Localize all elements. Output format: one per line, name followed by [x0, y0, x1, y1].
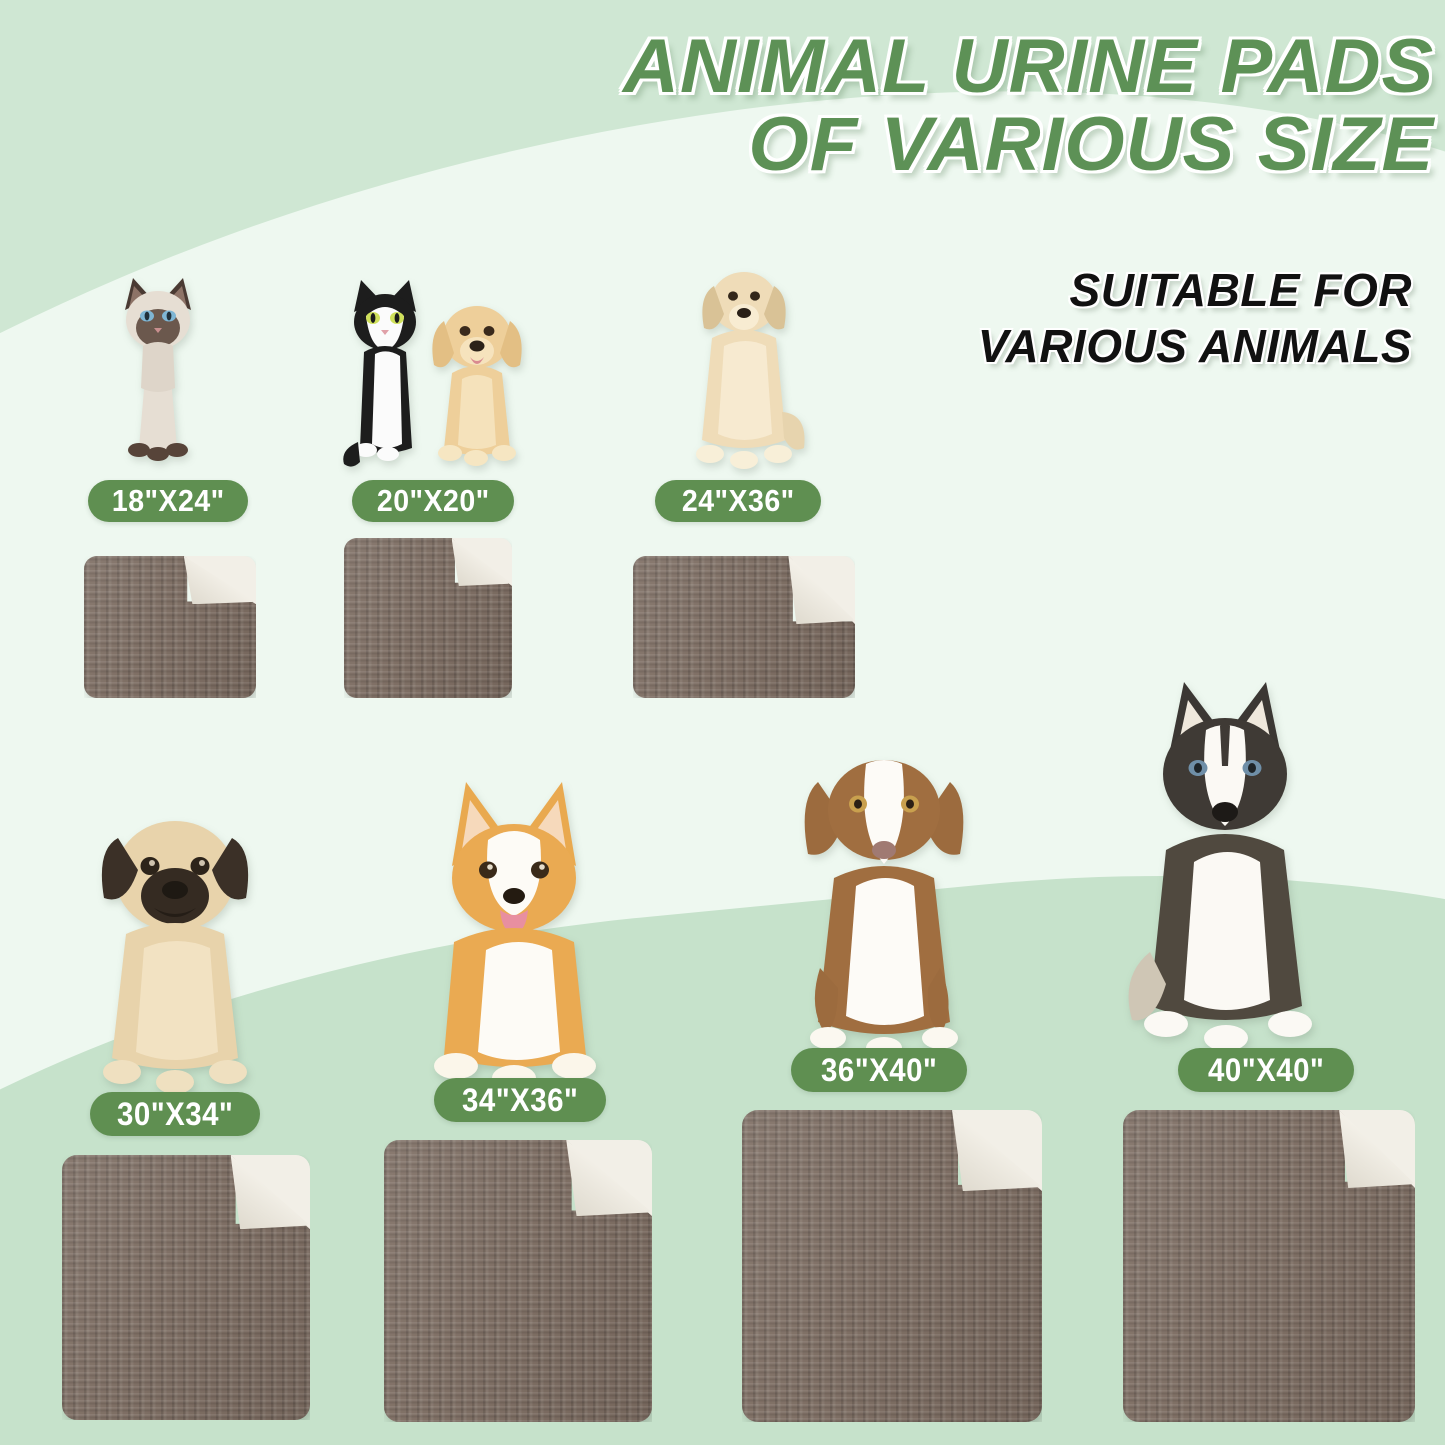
size-badge-36x40-label: 36"X40" — [820, 1051, 938, 1088]
title-line-2: OF VARIOUS SIZE — [748, 102, 1435, 187]
size-badge-18x24-label: 18"X24" — [111, 483, 225, 518]
pad-24x36 — [633, 556, 855, 698]
animal-siamese-cat — [103, 268, 213, 468]
animal-corgi — [400, 774, 628, 1102]
pad-40x40 — [1123, 1110, 1415, 1422]
pad-18x24 — [84, 556, 256, 698]
subtitle-line-2: VARIOUS ANIMALS — [977, 320, 1412, 372]
animal-labrador-puppy — [418, 293, 536, 470]
animal-siberian-husky — [1110, 676, 1340, 1064]
size-badge-18x24[interactable]: 18"X24" — [88, 480, 248, 522]
size-badge-36x40[interactable]: 36"X40" — [791, 1048, 967, 1092]
size-badge-20x20[interactable]: 20"X20" — [352, 480, 514, 522]
subtitle-line-1: SUITABLE FOR — [1069, 264, 1412, 316]
pad-30x34 — [62, 1155, 310, 1420]
page-title: ANIMAL URINE PADS OF VARIOUS SIZE — [0, 28, 1433, 184]
size-badge-20x20-label: 20"X20" — [376, 483, 490, 518]
size-badge-24x36[interactable]: 24"X36" — [655, 480, 821, 522]
animal-pug — [82, 808, 268, 1103]
size-badge-40x40[interactable]: 40"X40" — [1178, 1048, 1354, 1092]
size-badge-34x36[interactable]: 34"X36" — [434, 1078, 606, 1122]
size-badge-24x36-label: 24"X36" — [681, 483, 795, 518]
pad-34x36 — [384, 1140, 652, 1422]
size-badge-30x34[interactable]: 30"X34" — [90, 1092, 260, 1136]
page-subtitle: SUITABLE FOR VARIOUS ANIMALS — [0, 262, 1412, 374]
pad-20x20 — [344, 538, 512, 698]
animal-tuxedo-cat — [330, 272, 445, 470]
animal-tan-labrador-dog — [668, 262, 820, 474]
animal-australian-shepherd — [790, 738, 978, 1068]
size-badge-40x40-label: 40"X40" — [1207, 1051, 1325, 1088]
pad-36x40 — [742, 1110, 1042, 1422]
size-badge-30x34-label: 30"X34" — [116, 1095, 234, 1132]
title-line-1: ANIMAL URINE PADS — [622, 24, 1435, 109]
size-badge-34x36-label: 34"X36" — [461, 1081, 579, 1118]
